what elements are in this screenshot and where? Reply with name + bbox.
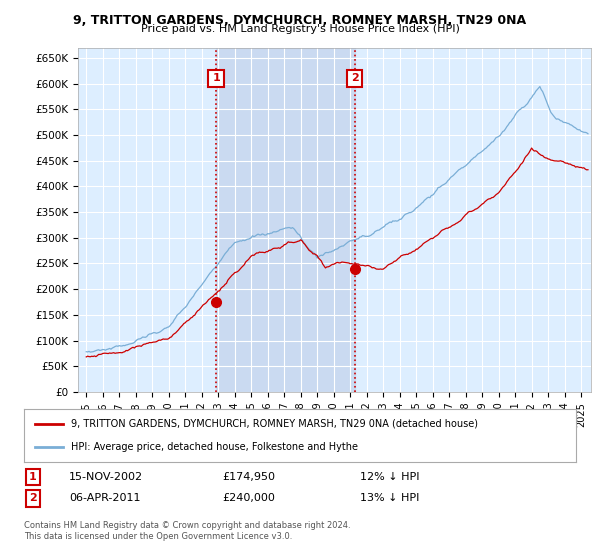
Bar: [216, 48, 355, 392]
Text: 2: 2: [351, 73, 358, 83]
Text: 06-APR-2011: 06-APR-2011: [69, 493, 140, 503]
Text: 1: 1: [29, 472, 37, 482]
Text: HPI: Average price, detached house, Folkestone and Hythe: HPI: Average price, detached house, Folk…: [71, 442, 358, 452]
Text: 9, TRITTON GARDENS, DYMCHURCH, ROMNEY MARSH, TN29 0NA: 9, TRITTON GARDENS, DYMCHURCH, ROMNEY MA…: [73, 14, 527, 27]
Text: 1: 1: [212, 73, 220, 83]
Text: 15-NOV-2002: 15-NOV-2002: [69, 472, 143, 482]
Text: £174,950: £174,950: [222, 472, 275, 482]
Text: Price paid vs. HM Land Registry's House Price Index (HPI): Price paid vs. HM Land Registry's House …: [140, 24, 460, 34]
Text: 12% ↓ HPI: 12% ↓ HPI: [360, 472, 419, 482]
Text: £240,000: £240,000: [222, 493, 275, 503]
Text: 9, TRITTON GARDENS, DYMCHURCH, ROMNEY MARSH, TN29 0NA (detached house): 9, TRITTON GARDENS, DYMCHURCH, ROMNEY MA…: [71, 419, 478, 429]
Text: This data is licensed under the Open Government Licence v3.0.: This data is licensed under the Open Gov…: [24, 532, 292, 541]
Text: 2: 2: [29, 493, 37, 503]
Text: Contains HM Land Registry data © Crown copyright and database right 2024.: Contains HM Land Registry data © Crown c…: [24, 521, 350, 530]
Text: 13% ↓ HPI: 13% ↓ HPI: [360, 493, 419, 503]
